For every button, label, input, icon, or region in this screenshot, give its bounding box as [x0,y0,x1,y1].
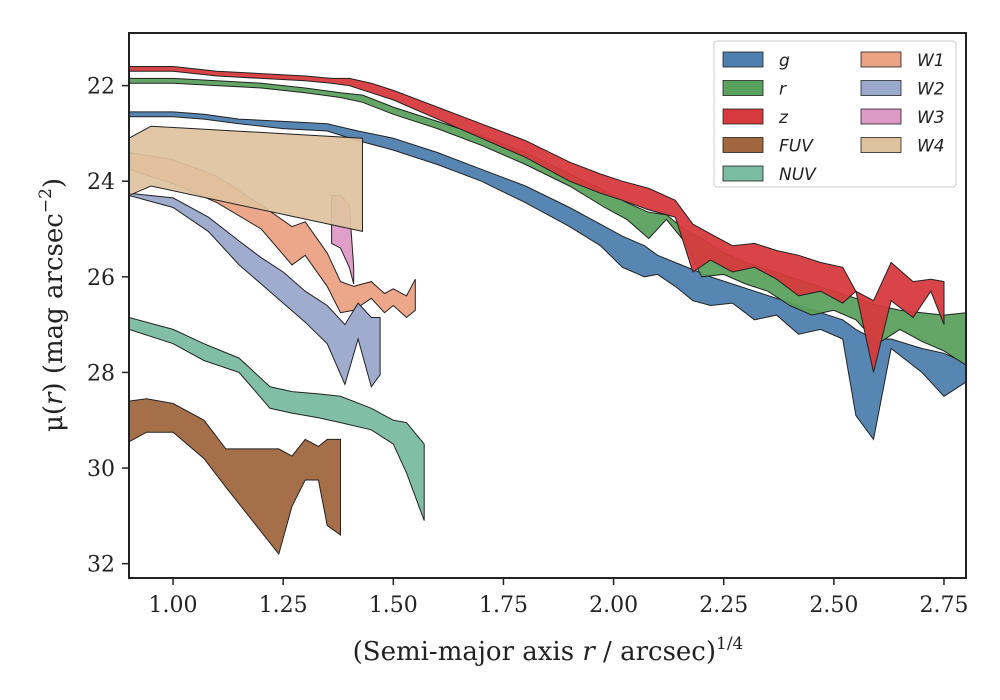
series-band-fuv [129,398,341,556]
y-tick-label: 32 [87,553,115,578]
legend-label-z: z [778,108,789,128]
plot-frame [128,32,967,579]
legend-label-w3: W3 [917,108,945,128]
x-tick-label: 1.75 [479,593,528,618]
legend-swatch-z [722,108,764,125]
series-band-w4 [129,125,363,233]
legend: grz FUV NUV W1 W2 W3 W4 [713,40,957,188]
series-band-nuv [129,316,425,521]
series-band-g [129,111,966,441]
legend-swatch-w4 [860,137,902,153]
y-tick-label: 28 [87,361,115,386]
series-band-w2 [129,192,381,388]
legend-swatch-nuv [722,165,764,182]
legend-label-g: g [779,51,790,71]
legend-swatch-g [722,51,764,68]
series-band-z [129,66,945,373]
legend-swatch-fuv [722,137,764,153]
x-tick-label: 1.25 [259,593,308,618]
y-tick-label: 22 [87,75,115,100]
y-tick-label: 30 [87,457,115,482]
legend-label-w1: W1 [917,51,945,71]
x-axis-ticks: 1.00 1.25 1.50 1.75 2.00 2.25 2.50 2.75 [149,578,968,618]
y-tick-label: 24 [87,170,115,195]
x-tick-label: 1.50 [369,593,418,618]
y-tick-label: 26 [87,266,115,291]
legend-label-nuv: NUV [779,165,817,185]
x-tick-label: 2.75 [919,593,968,618]
legend-label-w2: W2 [917,80,945,100]
x-tick-label: 2.25 [699,593,748,618]
legend-label-fuv: FUV [779,137,814,157]
y-axis-label: μ(r) (mag arcsec−2) [36,178,69,432]
legend-swatch-w2 [860,80,902,96]
legend-label-w4: W4 [917,137,945,157]
x-axis-label: (Semi-major axis r / arcsec)1/4 [353,634,744,667]
legend-swatch-w1 [860,51,902,68]
x-tick-label: 2.50 [809,593,858,618]
legend-swatch-w3 [860,108,902,125]
series-layer [129,66,966,556]
y-axis-ticks: 22 24 26 28 30 32 [87,75,129,578]
x-tick-label: 2.00 [589,593,638,618]
x-tick-label: 1.00 [149,593,198,618]
legend-swatch-r [722,80,764,96]
legend-label-r: r [779,80,787,100]
